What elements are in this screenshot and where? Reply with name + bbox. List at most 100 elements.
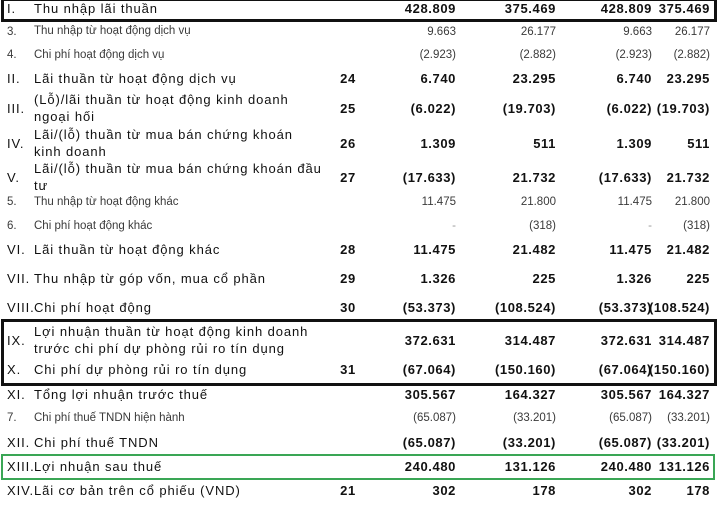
value-col-3: 305.567 (600, 386, 652, 402)
value-col-4: 23.295 (666, 70, 710, 86)
row-index: XIII. (7, 458, 35, 474)
value-col-4: 511 (687, 135, 710, 151)
row-label: Lãi thuần từ hoạt động khác (34, 242, 221, 257)
value-col-1: (17.633) (402, 169, 456, 185)
value-col-4: 21.482 (666, 242, 710, 257)
value-col-2: (318) (529, 220, 556, 232)
value-col-2: 178 (532, 482, 556, 498)
row-code: 31 (340, 361, 356, 377)
value-col-1: 1.309 (420, 135, 456, 151)
row-label: Lãi thuần từ hoạt động dịch vụ (34, 70, 237, 86)
table-row: 3. Thu nhập từ hoạt động dịch vụ 9.663 26.1… (0, 21, 720, 42)
table-row: VIII. Chi phí hoạt động 30 (53.373) (108.524… (0, 292, 720, 322)
value-col-2: 511 (533, 135, 556, 151)
value-col-1: - (452, 220, 456, 232)
value-col-2: (2.882) (519, 49, 556, 61)
row-label: Chi phí hoạt động khác (34, 219, 153, 232)
row-index: XIV. (7, 482, 34, 498)
value-col-3: 11.475 (609, 242, 652, 257)
row-label: Chi phí hoạt động dịch vụ (34, 48, 165, 61)
value-col-3: (67.064) (598, 361, 652, 377)
value-col-4: (19.703) (656, 100, 710, 116)
value-col-4: 375.469 (658, 1, 710, 16)
value-col-3: 1.309 (616, 135, 652, 151)
row-label: Thu nhập từ hoạt động dịch vụ (34, 25, 191, 37)
value-col-3: (2.923) (615, 49, 652, 61)
value-col-1: 240.480 (404, 458, 456, 474)
value-col-4: 21.800 (674, 196, 710, 208)
row-index: 5. (7, 196, 17, 208)
row-index: II. (7, 70, 21, 86)
table-row: 7. Chi phí thuế TNDN hiện hành (65.087) (33… (0, 407, 720, 429)
value-col-3: 1.326 (616, 270, 652, 286)
row-index: I. (7, 1, 17, 16)
value-col-3: 240.480 (600, 458, 652, 474)
table-row: 5. Thu nhập từ hoạt động khác 11.475 21.800… (0, 191, 720, 213)
row-label: Lãi/(lỗ) thuần từ mua bán chứng khoán đầ… (34, 161, 322, 193)
row-index: IV. (7, 135, 25, 151)
value-col-4: (150.160) (648, 361, 710, 377)
row-index: VII. (7, 270, 31, 286)
table-row: XIV. Lãi cơ bản trên cổ phiếu (VND) 21 302 1… (0, 479, 720, 501)
value-col-2: (33.201) (513, 412, 556, 424)
table-row: XI. Tổng lợi nhuận trước thuế 305.567 164.3… (0, 382, 720, 406)
value-col-2: 21.800 (520, 196, 556, 208)
row-label: (Lỗ)/lãi thuần từ hoạt động kinh doanh n… (34, 92, 289, 124)
value-col-3: (53.373) (598, 299, 652, 315)
value-col-4: 26.177 (674, 25, 710, 38)
value-col-1: (65.087) (413, 412, 456, 424)
value-col-3: 11.475 (617, 196, 652, 208)
row-code: 29 (340, 270, 356, 286)
row-code: 24 (340, 70, 356, 86)
value-col-1: (67.064) (402, 361, 456, 377)
table-row: III. (Lỗ)/lãi thuần từ hoạt động kinh doa… (0, 90, 720, 126)
value-col-4: (2.882) (673, 49, 710, 61)
row-index: XI. (7, 386, 26, 402)
value-col-2: 225 (532, 270, 556, 286)
value-col-3: (17.633) (598, 169, 652, 185)
value-col-4: (33.201) (667, 412, 710, 424)
value-col-2: 26.177 (520, 25, 556, 38)
value-col-2: (150.160) (494, 361, 556, 377)
table-row: XIII. Lợi nhuận sau thuế 240.480 131.126 240… (0, 456, 720, 476)
value-col-4: 131.126 (658, 458, 710, 474)
value-col-4: 164.327 (658, 386, 710, 402)
row-index: 3. (7, 25, 17, 38)
row-code: 21 (340, 482, 356, 498)
table-row: VII. Thu nhập từ góp vốn, mua cổ phần 29 1.… (0, 264, 720, 292)
value-col-3: 372.631 (600, 332, 652, 348)
value-col-1: (53.373) (402, 299, 456, 315)
row-index: 7. (7, 412, 17, 424)
value-col-3: (65.087) (609, 412, 652, 424)
value-col-4: 178 (686, 482, 710, 498)
row-label: Chi phí dự phòng rủi ro tín dụng (34, 361, 248, 377)
value-col-1: 305.567 (404, 386, 456, 402)
value-col-4: 21.732 (666, 169, 710, 185)
table-row: II. Lãi thuần từ hoạt động dịch vụ 24 6.740… (0, 67, 720, 89)
row-index: XII. (7, 434, 31, 450)
row-label: Tổng lợi nhuận trước thuế (34, 386, 208, 402)
row-label: Thu nhập từ góp vốn, mua cổ phần (34, 270, 266, 286)
row-label: Lãi cơ bản trên cổ phiếu (VND) (34, 482, 241, 498)
row-label: Chi phí thuế TNDN hiện hành (34, 411, 185, 424)
value-col-4: (33.201) (656, 434, 710, 450)
value-col-1: 372.631 (404, 332, 456, 348)
row-index: III. (7, 100, 26, 116)
value-col-1: (6.022) (410, 100, 456, 116)
row-index: X. (7, 361, 22, 377)
table-row: IV. Lãi/(lỗ) thuần từ mua bán chứng khoán… (0, 126, 720, 160)
value-col-2: 164.327 (504, 386, 556, 402)
value-col-4: (108.524) (648, 299, 710, 315)
row-label: Chi phí hoạt động (34, 299, 152, 315)
value-col-2: (108.524) (494, 299, 556, 315)
row-code: 26 (340, 135, 356, 151)
value-col-3: 6.740 (616, 70, 652, 86)
table-row: V. Lãi/(lỗ) thuần từ mua bán chứng khoán … (0, 160, 720, 194)
value-col-2: 375.469 (504, 1, 556, 16)
table-row: 6. Chi phí hoạt động khác - (318) - (318) (0, 215, 720, 237)
value-col-3: 9.663 (623, 25, 652, 38)
value-col-1: 11.475 (421, 196, 456, 208)
row-code: 25 (340, 100, 356, 116)
value-col-1: 1.326 (420, 270, 456, 286)
